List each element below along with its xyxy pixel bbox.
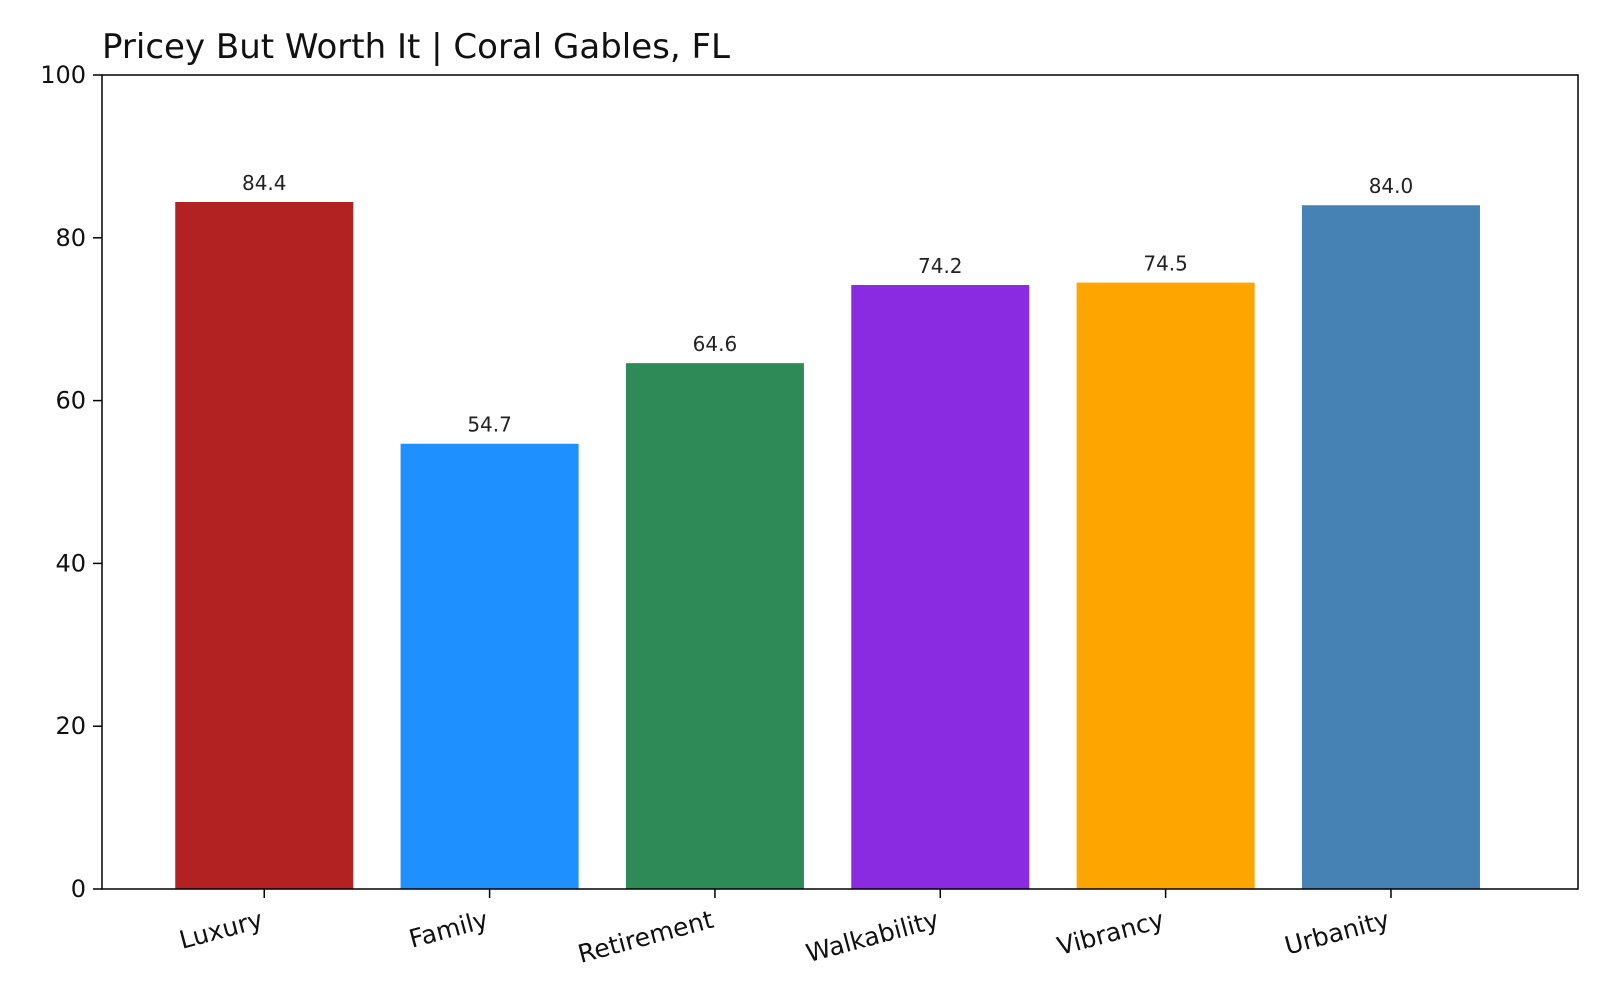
data-label-luxury: 84.4 — [242, 171, 287, 195]
bar-walkability — [851, 285, 1030, 890]
x-tick-label-retirement: Retirement — [575, 905, 717, 969]
data-label-walkability: 74.2 — [918, 254, 963, 278]
y-tick-label: 40 — [55, 549, 86, 577]
x-tick-label-vibrancy: Vibrancy — [1054, 905, 1167, 961]
bar-family — [400, 443, 579, 889]
x-tick-label-family: Family — [406, 905, 491, 954]
y-tick-label: 20 — [55, 712, 86, 740]
y-tick-label: 100 — [40, 61, 86, 89]
bar-luxury — [175, 201, 354, 889]
x-tick-label-luxury: Luxury — [176, 905, 266, 955]
data-label-retirement: 64.6 — [693, 332, 738, 356]
plot-frame — [101, 74, 1579, 890]
bar-series: 84.4 54.7 64.6 74.2 74.5 84.0 — [175, 171, 1480, 890]
data-label-vibrancy: 74.5 — [1143, 252, 1188, 276]
y-tick-label: 60 — [55, 387, 86, 415]
x-axis: Luxury Family Retirement Walkability Vibranc… — [176, 889, 1393, 969]
data-label-family: 54.7 — [467, 413, 512, 437]
y-tick-label: 80 — [55, 224, 86, 252]
bar-vibrancy — [1076, 282, 1255, 889]
bar-urbanity — [1301, 205, 1480, 890]
x-tick-label-urbanity: Urbanity — [1282, 905, 1393, 961]
x-tick-label-walkability: Walkability — [803, 905, 942, 968]
bar-retirement — [625, 363, 804, 889]
chart-title: Pricey But Worth It | Coral Gables, FL — [102, 27, 730, 67]
data-label-urbanity: 84.0 — [1369, 174, 1414, 198]
y-axis: 0 20 40 60 80 100 — [40, 61, 102, 903]
y-tick-label: 0 — [71, 875, 86, 903]
